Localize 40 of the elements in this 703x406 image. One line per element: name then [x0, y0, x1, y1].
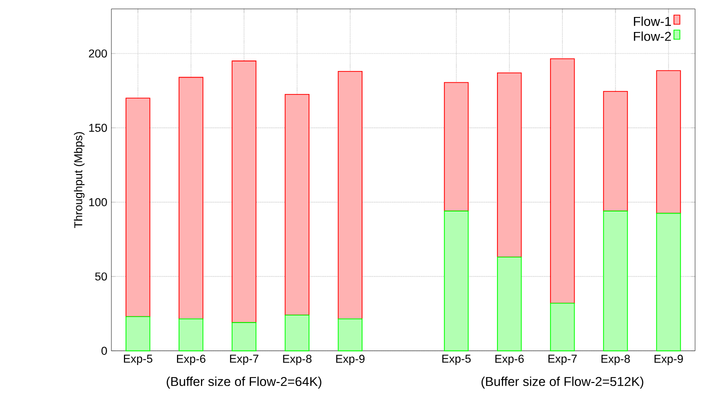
y-tick-label: 0	[102, 346, 107, 355]
bar	[550, 58, 575, 304]
y-tick-label: 50	[95, 272, 107, 280]
y-tick-label: 200	[88, 49, 107, 58]
bar	[338, 70, 362, 320]
x-tick-label: Exp-9	[336, 354, 364, 365]
x-tick-label: Exp-5	[442, 354, 471, 365]
bar	[126, 98, 150, 317]
x-tick-label: Exp-5	[124, 354, 152, 365]
bar	[497, 256, 522, 352]
y-tick-label: 150	[89, 124, 107, 132]
x-tick-label: Exp-9	[654, 354, 683, 365]
bar	[656, 70, 681, 214]
bar	[284, 314, 310, 352]
x-tick-label: Exp-7	[548, 354, 577, 365]
y-tick-label: 100	[89, 198, 107, 206]
bar	[284, 94, 310, 316]
y-axis-title: Throughput (Mbps)	[74, 132, 85, 228]
bar	[232, 322, 256, 352]
bar	[126, 316, 150, 352]
bar	[603, 210, 628, 352]
x-tick-label: Exp-8	[283, 354, 312, 365]
bar	[497, 72, 522, 258]
x-tick-label: Exp-7	[230, 354, 258, 365]
x-tick-label: Exp-6	[177, 354, 206, 365]
bar	[444, 210, 469, 352]
text: (Buffer size of Flow-2=512K)	[482, 376, 644, 388]
text: (Buffer size of Flow-2=64K)	[166, 376, 322, 388]
x-tick-label: Exp-8	[602, 354, 630, 365]
bar	[444, 82, 469, 212]
bar	[232, 60, 256, 323]
legend-label: Flow-2	[634, 31, 671, 41]
bar	[603, 90, 628, 212]
bar	[656, 212, 681, 352]
bar	[178, 318, 204, 352]
legend-label: Flow-1	[634, 16, 671, 26]
x-tick-label: Exp-6	[495, 354, 524, 365]
bar	[550, 302, 575, 352]
bar	[178, 76, 204, 320]
bar	[338, 318, 362, 352]
